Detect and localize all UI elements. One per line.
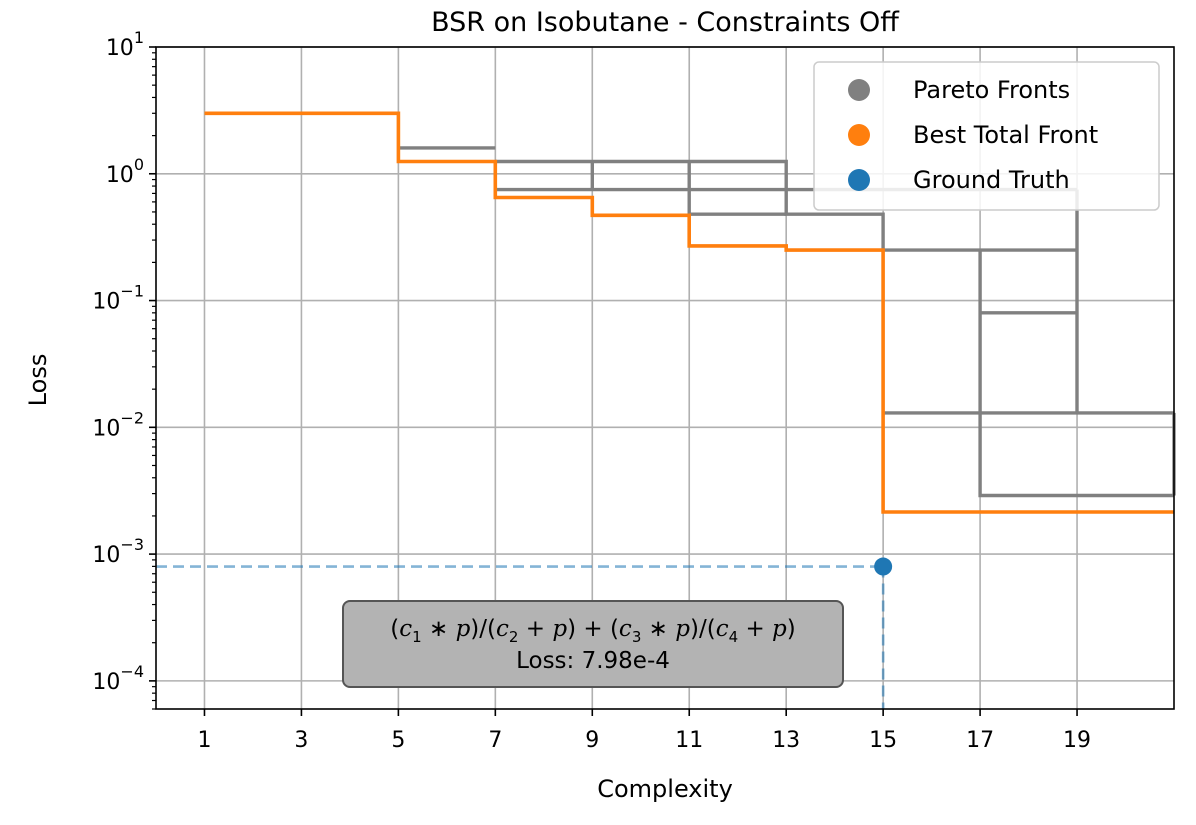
x-tick-label: 11 <box>675 728 703 753</box>
legend-marker-pareto <box>848 79 870 101</box>
plot-frame <box>155 46 1175 710</box>
y-tick-label: 100 <box>106 155 144 188</box>
ground-truth-annotation: (c1 ∗ p)/(c2 + p) + (c3 ∗ p)/(c4 + p) Lo… <box>342 600 844 688</box>
x-axis-ticks: 1 3 5 7 9 11 13 15 17 19 <box>197 709 1091 753</box>
y-tick-label: 10−1 <box>92 282 144 315</box>
y-tick-label: 10−3 <box>92 535 144 568</box>
ground-truth-expression: (c1 ∗ p)/(c2 + p) + (c3 ∗ p)/(c4 + p) <box>390 616 796 646</box>
pareto-front-line <box>687 161 787 216</box>
ground-truth-point <box>874 557 893 576</box>
legend-marker-best <box>848 124 870 146</box>
pareto-front-line <box>978 250 1174 498</box>
x-tick-label: 1 <box>197 728 211 753</box>
y-axis-ticks: 101 100 10−1 10−2 10−3 10−4 <box>92 28 156 710</box>
y-tick-label: 10−2 <box>92 408 144 441</box>
ground-truth-reference-lines <box>156 565 885 709</box>
x-tick-label: 15 <box>869 728 897 753</box>
x-axis-label: Complexity <box>597 775 733 803</box>
x-tick-label: 3 <box>294 728 308 753</box>
annotation-box <box>342 600 844 688</box>
x-tick-label: 17 <box>966 728 994 753</box>
legend-label-pareto: Pareto Fronts <box>913 76 1070 104</box>
x-tick-label: 5 <box>391 728 405 753</box>
chart-title: BSR on Isobutane - Constraints Off <box>431 7 900 38</box>
legend: Pareto Fronts Best Total Front Ground Tr… <box>813 61 1160 211</box>
x-tick-label: 19 <box>1063 728 1091 753</box>
y-axis-label: Loss <box>24 354 52 407</box>
y-tick-label: 101 <box>106 28 144 61</box>
ground-truth-loss-label: Loss: 7.98e-4 <box>516 648 670 674</box>
legend-label-best: Best Total Front <box>913 121 1098 149</box>
legend-box <box>813 61 1160 211</box>
pareto-front-line <box>495 159 1077 252</box>
legend-label-truth: Ground Truth <box>913 166 1070 194</box>
y-tick-label: 10−4 <box>92 662 144 695</box>
x-tick-label: 7 <box>488 728 502 753</box>
ground-truth-layer <box>204 111 1174 576</box>
best-total-front-line <box>204 111 1174 514</box>
legend-marker-truth <box>848 169 870 191</box>
x-tick-label: 9 <box>585 728 599 753</box>
x-tick-label: 13 <box>772 728 800 753</box>
